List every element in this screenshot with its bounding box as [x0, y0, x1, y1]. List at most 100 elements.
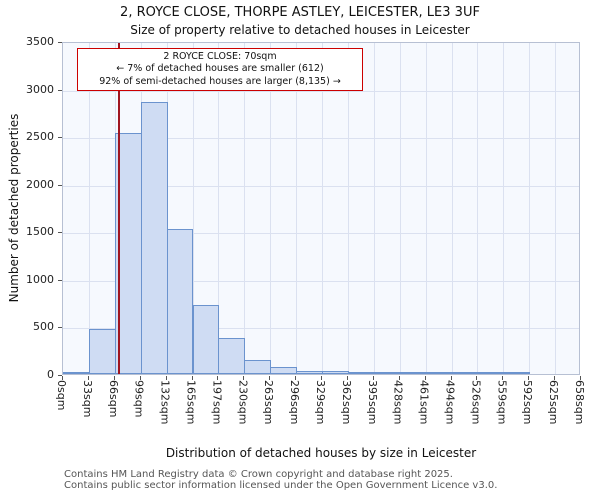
y-tick-mark	[58, 279, 62, 281]
x-tick-mark	[424, 376, 426, 380]
footer-attribution-line2: Contains public sector information licen…	[64, 480, 498, 491]
histogram-bar	[244, 359, 272, 374]
gridline-horizontal	[63, 90, 579, 92]
x-tick-label: 296sqm	[288, 380, 302, 425]
gridline-vertical	[451, 43, 453, 374]
y-tick-mark	[58, 232, 62, 234]
annotation-line3: 92% of semi-detached houses are larger (…	[99, 75, 341, 87]
gridline-vertical	[322, 43, 323, 374]
gridline-vertical	[347, 43, 349, 374]
histogram-bar	[451, 372, 479, 374]
y-tick-mark	[58, 184, 62, 186]
x-tick-mark	[269, 376, 271, 380]
x-tick-label: 263sqm	[262, 380, 276, 425]
histogram-bar	[503, 372, 531, 374]
y-tick-label: 500	[33, 320, 54, 334]
x-tick-mark	[295, 376, 297, 380]
x-tick-label: 461sqm	[417, 380, 431, 425]
x-tick-mark	[502, 376, 504, 380]
histogram-bar	[166, 229, 194, 374]
histogram-bar	[270, 367, 298, 374]
x-tick-label: 625sqm	[547, 380, 561, 425]
x-tick-mark	[346, 376, 348, 380]
gridline-horizontal	[63, 233, 579, 235]
histogram-bar	[140, 101, 168, 374]
x-tick-label: 99sqm	[132, 380, 146, 418]
x-tick-mark	[554, 376, 556, 380]
x-tick-label: 66sqm	[106, 380, 120, 418]
plot-area: 2 ROYCE CLOSE: 70sqm ← 7% of detached ho…	[62, 42, 580, 375]
x-tick-mark	[62, 376, 63, 380]
x-tick-mark	[87, 376, 89, 380]
histogram-bar	[425, 372, 453, 374]
x-tick-mark	[165, 376, 167, 380]
x-tick-label: 230sqm	[236, 380, 250, 425]
gridline-vertical	[399, 43, 401, 374]
x-tick-mark	[139, 376, 141, 380]
histogram-bar	[192, 304, 220, 374]
x-axis-label: Distribution of detached houses by size …	[165, 446, 477, 460]
x-tick-label: 132sqm	[158, 380, 172, 425]
gridline-horizontal	[63, 185, 579, 187]
annotation-line1: 2 ROYCE CLOSE: 70sqm	[163, 51, 277, 62]
x-tick-label: 559sqm	[495, 380, 509, 425]
x-tick-label: 329sqm	[314, 380, 327, 425]
x-tick-mark	[476, 376, 478, 380]
histogram-bar	[296, 370, 323, 374]
histogram-bar	[399, 372, 427, 374]
histogram-bar	[63, 372, 90, 374]
y-tick-mark	[58, 327, 62, 329]
y-tick-mark	[58, 375, 62, 376]
property-size-marker-line	[118, 43, 121, 374]
y-tick-label: 2500	[26, 130, 54, 144]
gridline-vertical	[425, 43, 427, 374]
histogram-bar	[218, 337, 246, 374]
y-tick-label: 3500	[26, 35, 54, 48]
x-tick-mark	[450, 376, 452, 380]
annotation-line2: ← 7% of detached houses are smaller (612…	[116, 63, 324, 75]
x-tick-mark	[528, 376, 530, 380]
footer-attribution-line1: Contains HM Land Registry data © Crown c…	[64, 469, 453, 480]
x-tick-label: 592sqm	[521, 380, 535, 425]
annotation-box: 2 ROYCE CLOSE: 70sqm ← 7% of detached ho…	[77, 48, 363, 92]
chart-title: 2, ROYCE CLOSE, THORPE ASTLEY, LEICESTER…	[120, 5, 480, 20]
gridline-vertical	[477, 43, 479, 374]
x-tick-label: 395sqm	[365, 380, 379, 425]
x-tick-mark	[113, 376, 115, 380]
gridline-vertical	[218, 43, 220, 374]
y-tick-label: 2000	[26, 177, 54, 191]
x-tick-mark	[372, 376, 374, 380]
y-tick-mark	[58, 89, 62, 91]
histogram-bar	[322, 371, 349, 374]
gridline-vertical	[270, 43, 272, 374]
histogram-bar	[477, 372, 505, 374]
x-tick-mark	[398, 376, 400, 380]
gridline-vertical	[88, 43, 90, 374]
y-tick-mark	[58, 137, 62, 139]
x-tick-label: 658sqm	[573, 380, 586, 425]
gridline-horizontal	[63, 280, 579, 282]
gridline-vertical	[373, 43, 375, 374]
histogram-bar	[88, 329, 116, 374]
y-tick-mark	[58, 42, 62, 43]
histogram-bar	[347, 372, 375, 374]
gridline-vertical	[555, 43, 557, 374]
x-tick-label: 165sqm	[184, 380, 198, 425]
x-tick-label: 494sqm	[443, 380, 457, 425]
gridline-vertical	[529, 43, 531, 374]
x-tick-mark	[217, 376, 219, 380]
x-tick-label: 526sqm	[469, 380, 483, 425]
gridline-vertical	[503, 43, 505, 374]
histogram-bar	[373, 372, 401, 374]
x-tick-label: 33sqm	[80, 380, 94, 418]
gridline-vertical	[192, 43, 194, 374]
x-tick-label: 197sqm	[210, 380, 224, 425]
gridline-vertical	[296, 43, 298, 374]
gridline-horizontal	[63, 138, 579, 140]
x-tick-label: 428sqm	[391, 380, 405, 425]
y-tick-label: 1500	[26, 225, 54, 239]
y-tick-label: 1000	[26, 272, 54, 286]
x-tick-mark	[321, 376, 322, 380]
y-tick-label: 0	[47, 368, 54, 381]
